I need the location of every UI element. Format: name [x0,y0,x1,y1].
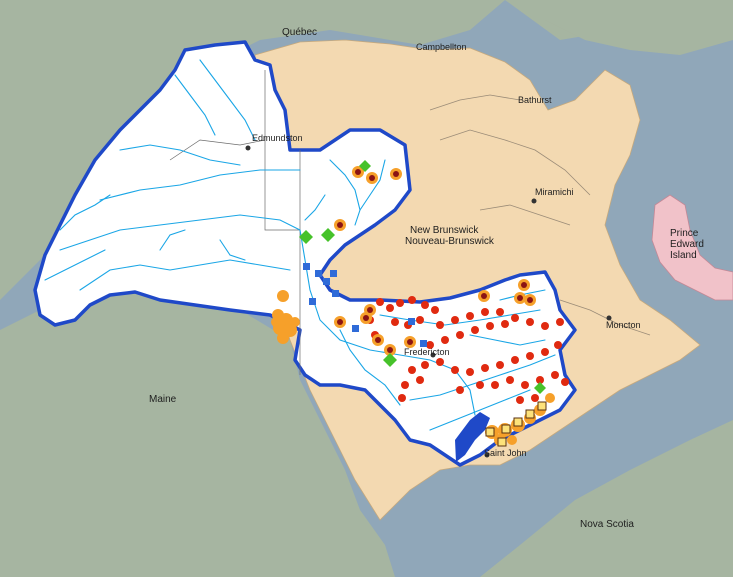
maine-land [0,290,395,577]
crossed-markers [485,401,547,447]
quebec-land [0,0,620,300]
blue-squares [303,263,427,347]
label-moncton: Moncton [606,320,641,330]
ringed-markers [334,166,536,356]
red-points [366,296,569,404]
city-dots [245,145,612,458]
label-bathurst: Bathurst [518,95,552,105]
harbour-water [455,412,490,462]
nova-scotia-land [480,420,733,577]
label-prince: Prince [670,228,699,239]
river-network [44,59,556,431]
green-diamonds [299,160,546,394]
label-miramichi: Miramichi [535,187,574,197]
other-rivers [429,94,651,336]
internal-boundaries [169,70,301,375]
label-campbellton: Campbellton [416,42,467,52]
label-nova-scotia: Nova Scotia [580,519,634,530]
pei-land [651,194,733,301]
label-edward: Edward [670,239,704,250]
label-island: Island [670,250,697,261]
label-fredericton: Fredericton [404,347,450,357]
gaspe-land [520,0,733,55]
label-nouveau-brunswick: Nouveau-Brunswick [405,236,495,247]
label-quebec: Québec [282,27,317,38]
orange-cluster [271,290,300,344]
label-maine: Maine [149,394,177,405]
label-edmundston: Edmundston [252,133,303,143]
label-new-brunswick: New Brunswick [410,225,479,236]
label-saint-john: Saint John [484,448,527,458]
